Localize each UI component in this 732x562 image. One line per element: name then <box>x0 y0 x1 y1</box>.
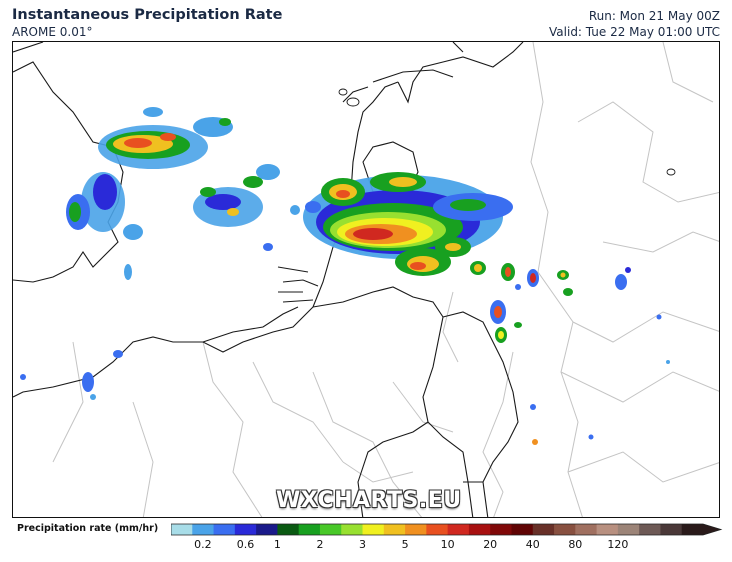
colorbar-arrow <box>703 524 721 535</box>
colorbar-swatch <box>511 524 534 535</box>
colorbar-swatch <box>617 524 640 535</box>
colorbar-swatch <box>256 524 278 535</box>
colorbar-swatch <box>490 524 512 535</box>
colorbar-swatch <box>532 524 555 535</box>
colorbar-swatch <box>234 524 257 535</box>
colorbar-tick-label: 120 <box>607 538 629 551</box>
colorbar-swatch <box>405 524 427 535</box>
colorbar-tick-label: 0.6 <box>236 538 255 551</box>
valid-time: Valid: Tue 22 May 01:00 UTC <box>549 25 720 39</box>
colorbar-ticks: 0.2 0.6 1 2 3 5 10 20 40 80 120 <box>0 538 732 558</box>
colorbar-tick-label: 40 <box>525 538 540 551</box>
colorbar-tick-label: 5 <box>401 538 409 551</box>
colorbar-swatch <box>639 524 661 535</box>
eastern-cells <box>470 261 670 445</box>
colorbar-swatch <box>362 524 385 535</box>
model-name: AROME 0.01° <box>12 25 93 39</box>
colorbar <box>171 523 723 536</box>
colorbar-swatch <box>575 524 598 535</box>
precipitation-cells <box>20 107 670 445</box>
colorbar-swatch <box>192 524 215 535</box>
national-borders <box>13 286 519 517</box>
colorbar-tick-label: 20 <box>483 538 498 551</box>
colorbar-swatch <box>277 524 300 535</box>
colorbar-swatch <box>213 524 236 535</box>
north-sea-band <box>66 107 280 280</box>
map-title: Instantaneous Precipitation Rate <box>12 7 283 23</box>
netherlands-complex <box>263 172 513 276</box>
colorbar-tick-label: 1 <box>273 538 281 551</box>
colorbar-swatch <box>468 524 491 535</box>
colorbar-outline <box>171 523 723 536</box>
colorbar-tick-label: 80 <box>568 538 583 551</box>
colorbar-swatch <box>660 524 683 535</box>
colorbar-tick-label: 0.2 <box>194 538 212 551</box>
islands <box>338 88 676 176</box>
precipitation-map[interactable] <box>12 41 720 518</box>
colorbar-swatch <box>596 524 619 535</box>
colorbar-tick-label: 2 <box>316 538 324 551</box>
colorbar-swatch <box>171 524 193 535</box>
colorbar-swatch <box>383 524 406 535</box>
colorbar-swatch <box>319 524 342 535</box>
colorbar-swatch <box>681 524 704 535</box>
colorbar-swatch <box>341 524 364 535</box>
colorbar-swatch <box>447 524 470 535</box>
colorbar-swatch <box>554 524 576 535</box>
colorbar-swatch <box>426 524 449 535</box>
colorbar-tick-label: 10 <box>440 538 455 551</box>
colorbar-tick-label: 3 <box>359 538 367 551</box>
country-borders <box>52 42 719 517</box>
run-time: Run: Mon 21 May 00Z <box>588 9 720 23</box>
watermark-logo: WXCHARTS.EU <box>276 488 462 513</box>
legend-label: Precipitation rate (mm/hr) <box>17 523 159 534</box>
colorbar-swatch <box>298 524 321 535</box>
western-cells <box>20 350 123 400</box>
map-canvas <box>13 42 719 517</box>
